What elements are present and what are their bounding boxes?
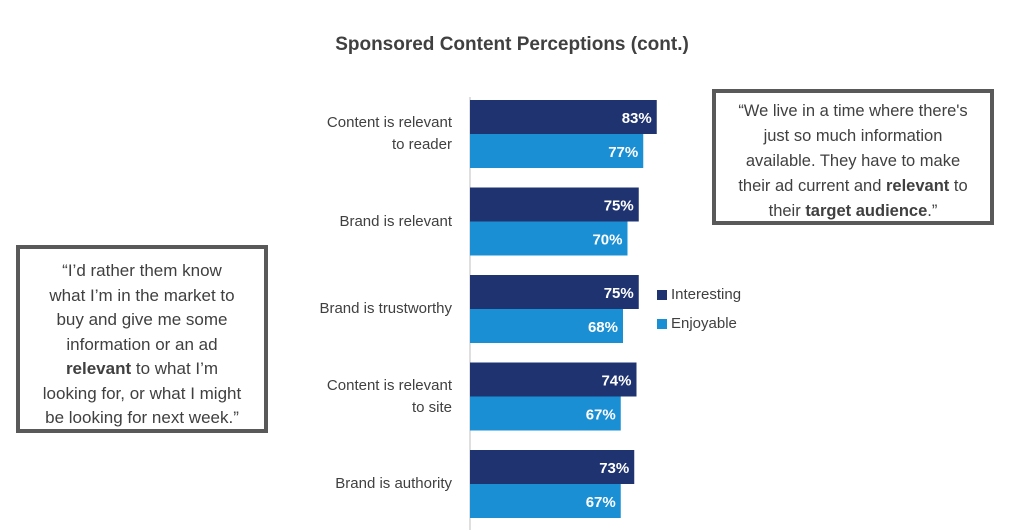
category-label-line: Brand is trustworthy	[319, 300, 452, 317]
quote-text: looking for, or what I might	[42, 383, 242, 403]
quote-box-left: “I’d rather them know what I’m in the mar…	[16, 245, 268, 433]
quote-text: be looking for next week.”	[45, 408, 239, 427]
data-label-enjoyable-0: 77%	[608, 144, 638, 161]
quote-line: available. They have to make	[724, 149, 982, 174]
data-label-enjoyable-1: 70%	[592, 232, 622, 249]
data-label-interesting-2: 75%	[604, 285, 634, 302]
legend-label: Interesting	[671, 286, 742, 303]
quote-line: be looking for next week.”	[28, 406, 256, 431]
data-label-interesting-3: 74%	[601, 373, 631, 390]
data-label-enjoyable-2: 68%	[588, 319, 618, 336]
legend-item-interesting: Interesting	[657, 286, 741, 303]
data-label-enjoyable-3: 67%	[586, 407, 616, 424]
quote-text: .”	[927, 202, 938, 220]
bar-enjoyable-2	[470, 309, 623, 343]
quote-line: what I’m in the market to	[28, 284, 256, 309]
quote-box-right: “We live in a time where there's just so …	[712, 89, 994, 225]
category-label-3: Content is relevant to site	[282, 375, 452, 419]
quote-text: to	[949, 177, 968, 195]
quote-text: their	[768, 202, 806, 220]
bar-interesting-2	[470, 275, 639, 309]
quote-line: buy and give me some	[28, 308, 256, 333]
data-label-interesting-4: 73%	[599, 460, 629, 477]
quote-text: just so much information	[763, 127, 943, 145]
category-label-line: Brand is authority	[335, 475, 452, 492]
legend-label: Enjoyable	[671, 315, 737, 332]
category-label-line: Content is relevant	[326, 114, 452, 131]
category-label-line: Content is relevant	[326, 376, 452, 394]
bar-enjoyable-0	[470, 134, 644, 168]
quote-line: “I’d rather them know	[28, 259, 256, 284]
category-label-2: Brand is trustworthy	[282, 298, 452, 320]
quote-text: to what I’m	[131, 359, 219, 378]
data-label-interesting-1: 75%	[604, 198, 634, 215]
category-label-line: to site	[411, 398, 452, 416]
quote-line: relevant to what I’m	[28, 357, 256, 382]
quote-text: “I’d rather them know	[62, 261, 222, 280]
quote-emphasis: target audience	[805, 202, 928, 220]
category-label-0: Content is relevant to reader	[282, 112, 452, 156]
quote-emphasis: relevant	[65, 359, 132, 378]
quote-text: “We live in a time where there's	[738, 102, 968, 120]
legend-swatch	[657, 290, 667, 301]
quote-line: “We live in a time where there's	[724, 99, 982, 124]
quote-text: information or an ad	[66, 334, 218, 354]
bar-enjoyable-3	[470, 396, 621, 431]
quote-line: information or an ad	[28, 333, 256, 358]
bar-enjoyable-4	[470, 484, 621, 518]
category-label-line: to reader	[391, 136, 452, 153]
quote-line: their target audience.”	[724, 199, 982, 224]
quote-emphasis: relevant	[886, 177, 950, 195]
category-label-4: Brand is authority	[282, 473, 452, 495]
quote-line: looking for, or what I might	[28, 382, 256, 407]
quote-line: their ad current and relevant to	[724, 174, 982, 199]
bar-enjoyable-1	[470, 221, 628, 256]
data-label-interesting-0: 83%	[622, 110, 652, 127]
bar-interesting-3	[470, 362, 637, 397]
category-label-line: Brand is relevant	[339, 212, 452, 230]
quote-text: available. They have to make	[745, 152, 961, 170]
quote-text: their ad current and	[738, 177, 886, 195]
category-label-1: Brand is relevant	[282, 211, 452, 233]
chart-title: Sponsored Content Perceptions (cont.)	[335, 34, 689, 55]
quote-line: just so much information	[724, 124, 982, 149]
bar-interesting-0	[470, 100, 657, 134]
quote-text: buy and give me some	[56, 310, 228, 329]
bar-interesting-4	[470, 450, 635, 484]
legend-item-enjoyable: Enjoyable	[657, 315, 737, 332]
legend-swatch	[657, 319, 667, 330]
data-label-enjoyable-4: 67%	[586, 494, 616, 511]
bar-interesting-1	[470, 187, 639, 222]
quote-text: what I’m in the market to	[49, 285, 235, 305]
